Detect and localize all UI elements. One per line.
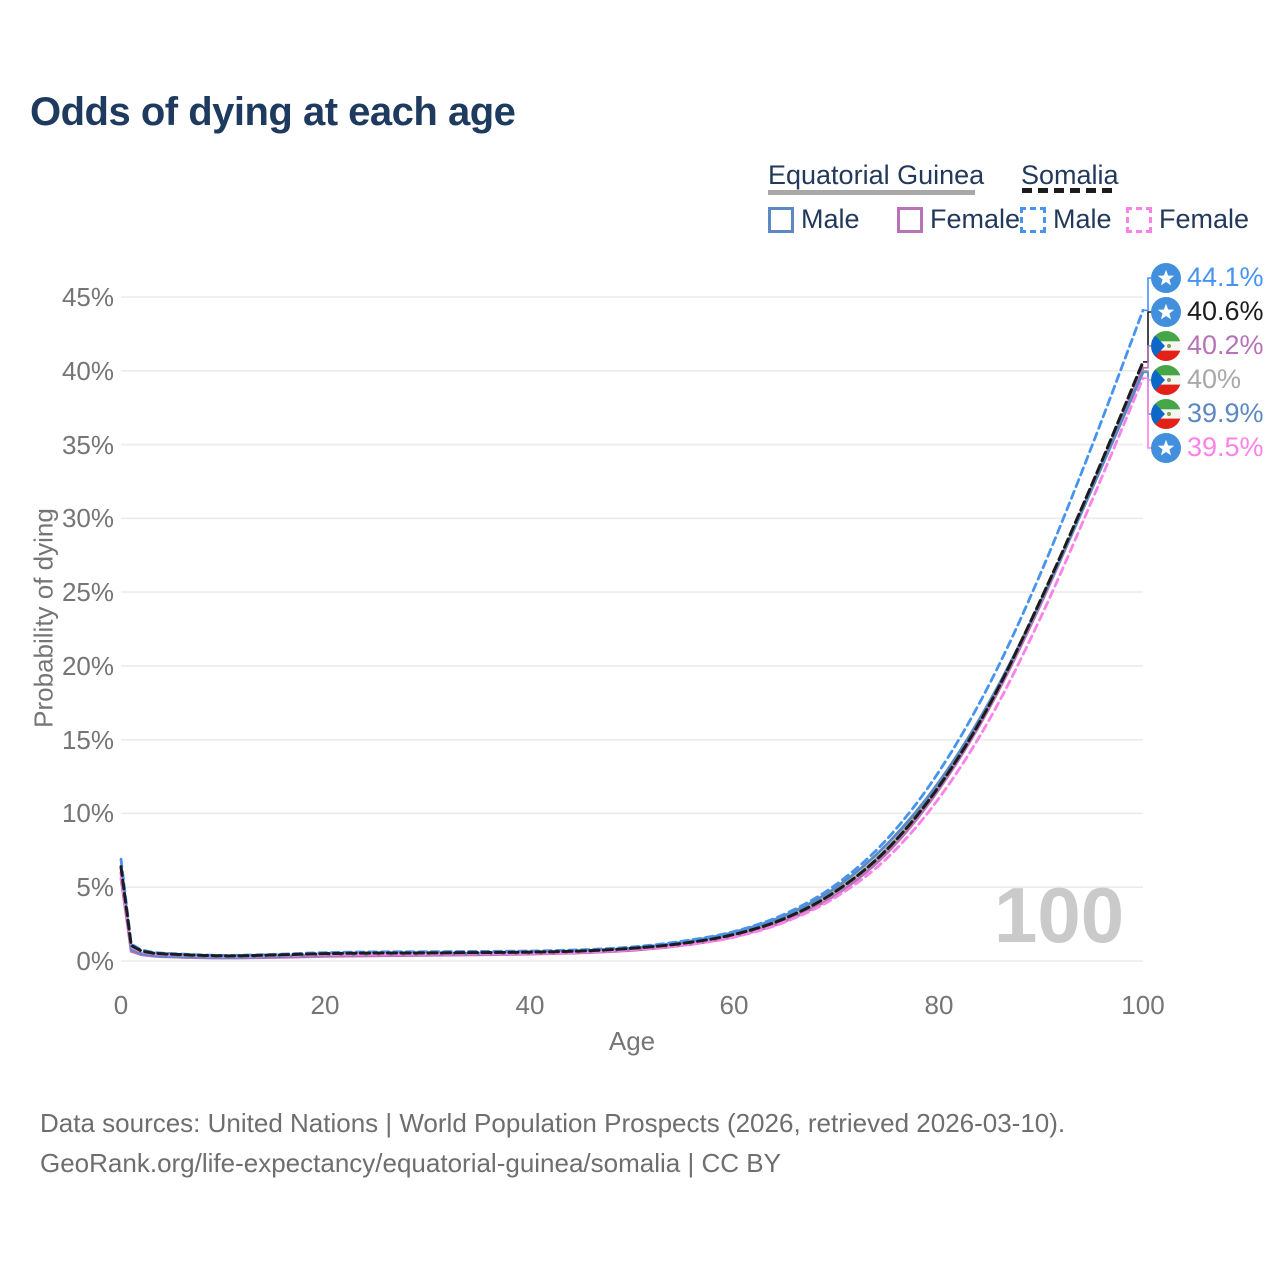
legend-swatch-eg-male-icon bbox=[768, 206, 794, 233]
y-tick-label: 40% bbox=[61, 356, 114, 386]
y-tick-label: 25% bbox=[61, 577, 114, 607]
series-line-somalia_female[interactable] bbox=[119, 376, 1145, 958]
y-tick-label: 35% bbox=[61, 430, 114, 460]
legend-group-equatorial-guinea-line-icon bbox=[768, 190, 975, 195]
y-tick-label: 20% bbox=[61, 651, 114, 681]
x-tick-label: 0 bbox=[113, 990, 129, 1020]
x-tick-label: 20 bbox=[310, 990, 340, 1020]
legend-item-equatorial-guinea-male[interactable]: Male bbox=[768, 204, 860, 235]
legend-swatch-eg-female-icon bbox=[897, 206, 923, 233]
end-value-somalia_total: 40.6% bbox=[1187, 296, 1264, 326]
flag-somalia-icon bbox=[1151, 433, 1181, 463]
legend-item-equatorial-guinea-female[interactable]: Female bbox=[897, 204, 1020, 235]
flag-equatorial-guinea-icon bbox=[1151, 331, 1181, 361]
legend-group-somalia[interactable]: Somalia bbox=[1021, 160, 1119, 190]
legend-item-somalia-male[interactable]: Male bbox=[1020, 204, 1112, 235]
y-tick-label: 45% bbox=[61, 282, 114, 312]
series-line-equatorial_guinea_total[interactable] bbox=[119, 369, 1145, 960]
flag-equatorial-guinea-icon bbox=[1151, 399, 1181, 429]
y-tick-label: 15% bbox=[61, 725, 114, 755]
y-tick-label: 30% bbox=[61, 503, 114, 533]
footer-attribution-link: GeoRank.org/life-expectancy/equatorial-g… bbox=[40, 1148, 781, 1178]
legend-item-label: Female bbox=[930, 204, 1021, 234]
flag-somalia-icon bbox=[1151, 297, 1181, 327]
age-watermark: 100 bbox=[994, 871, 1125, 959]
series-line-equatorial_guinea_male[interactable] bbox=[119, 370, 1145, 959]
y-tick-label: 0% bbox=[76, 946, 114, 976]
end-label-leader bbox=[1143, 277, 1153, 312]
legend-group-equatorial-guinea[interactable]: Equatorial Guinea bbox=[768, 160, 985, 190]
legend-item-label: Male bbox=[801, 204, 860, 234]
legend-swatch-somalia-female-icon bbox=[1126, 206, 1152, 233]
end-value-equatorial_guinea_female: 40.2% bbox=[1187, 330, 1264, 360]
series-line-equatorial_guinea_female[interactable] bbox=[119, 366, 1145, 960]
y-axis-title: Probability of dying bbox=[28, 508, 59, 728]
x-axis-title: Age bbox=[608, 1026, 656, 1056]
y-tick-label: 10% bbox=[61, 798, 114, 828]
flag-equatorial-guinea-icon bbox=[1151, 365, 1181, 395]
x-tick-label: 40 bbox=[515, 990, 545, 1020]
legend-item-somalia-female[interactable]: Female bbox=[1126, 204, 1249, 235]
end-value-equatorial_guinea_total: 40% bbox=[1187, 364, 1242, 394]
legend-swatch-somalia-male-icon bbox=[1020, 206, 1046, 233]
flag-somalia-icon bbox=[1151, 263, 1181, 293]
x-tick-label: 60 bbox=[719, 990, 749, 1020]
series-line-somalia_male[interactable] bbox=[119, 308, 1145, 957]
legend-item-label: Female bbox=[1159, 204, 1250, 234]
y-tick-label: 5% bbox=[76, 872, 114, 902]
end-label-leader bbox=[1143, 311, 1153, 363]
end-value-somalia_male: 44.1% bbox=[1187, 262, 1264, 292]
legend-item-label: Male bbox=[1053, 204, 1112, 234]
end-value-somalia_female: 39.5% bbox=[1187, 432, 1264, 462]
x-tick-label: 80 bbox=[924, 990, 954, 1020]
end-label-leader bbox=[1143, 345, 1153, 369]
end-label-leader bbox=[1143, 377, 1153, 449]
chart-title: Odds of dying at each age bbox=[30, 90, 516, 134]
legend-group-somalia-line-icon bbox=[1022, 188, 1112, 193]
footer-data-sources: Data sources: United Nations | World Pop… bbox=[40, 1108, 1066, 1138]
end-value-equatorial_guinea_male: 39.9% bbox=[1187, 398, 1264, 428]
series-line-somalia_total[interactable] bbox=[119, 360, 1145, 958]
x-tick-label: 100 bbox=[1121, 990, 1165, 1020]
